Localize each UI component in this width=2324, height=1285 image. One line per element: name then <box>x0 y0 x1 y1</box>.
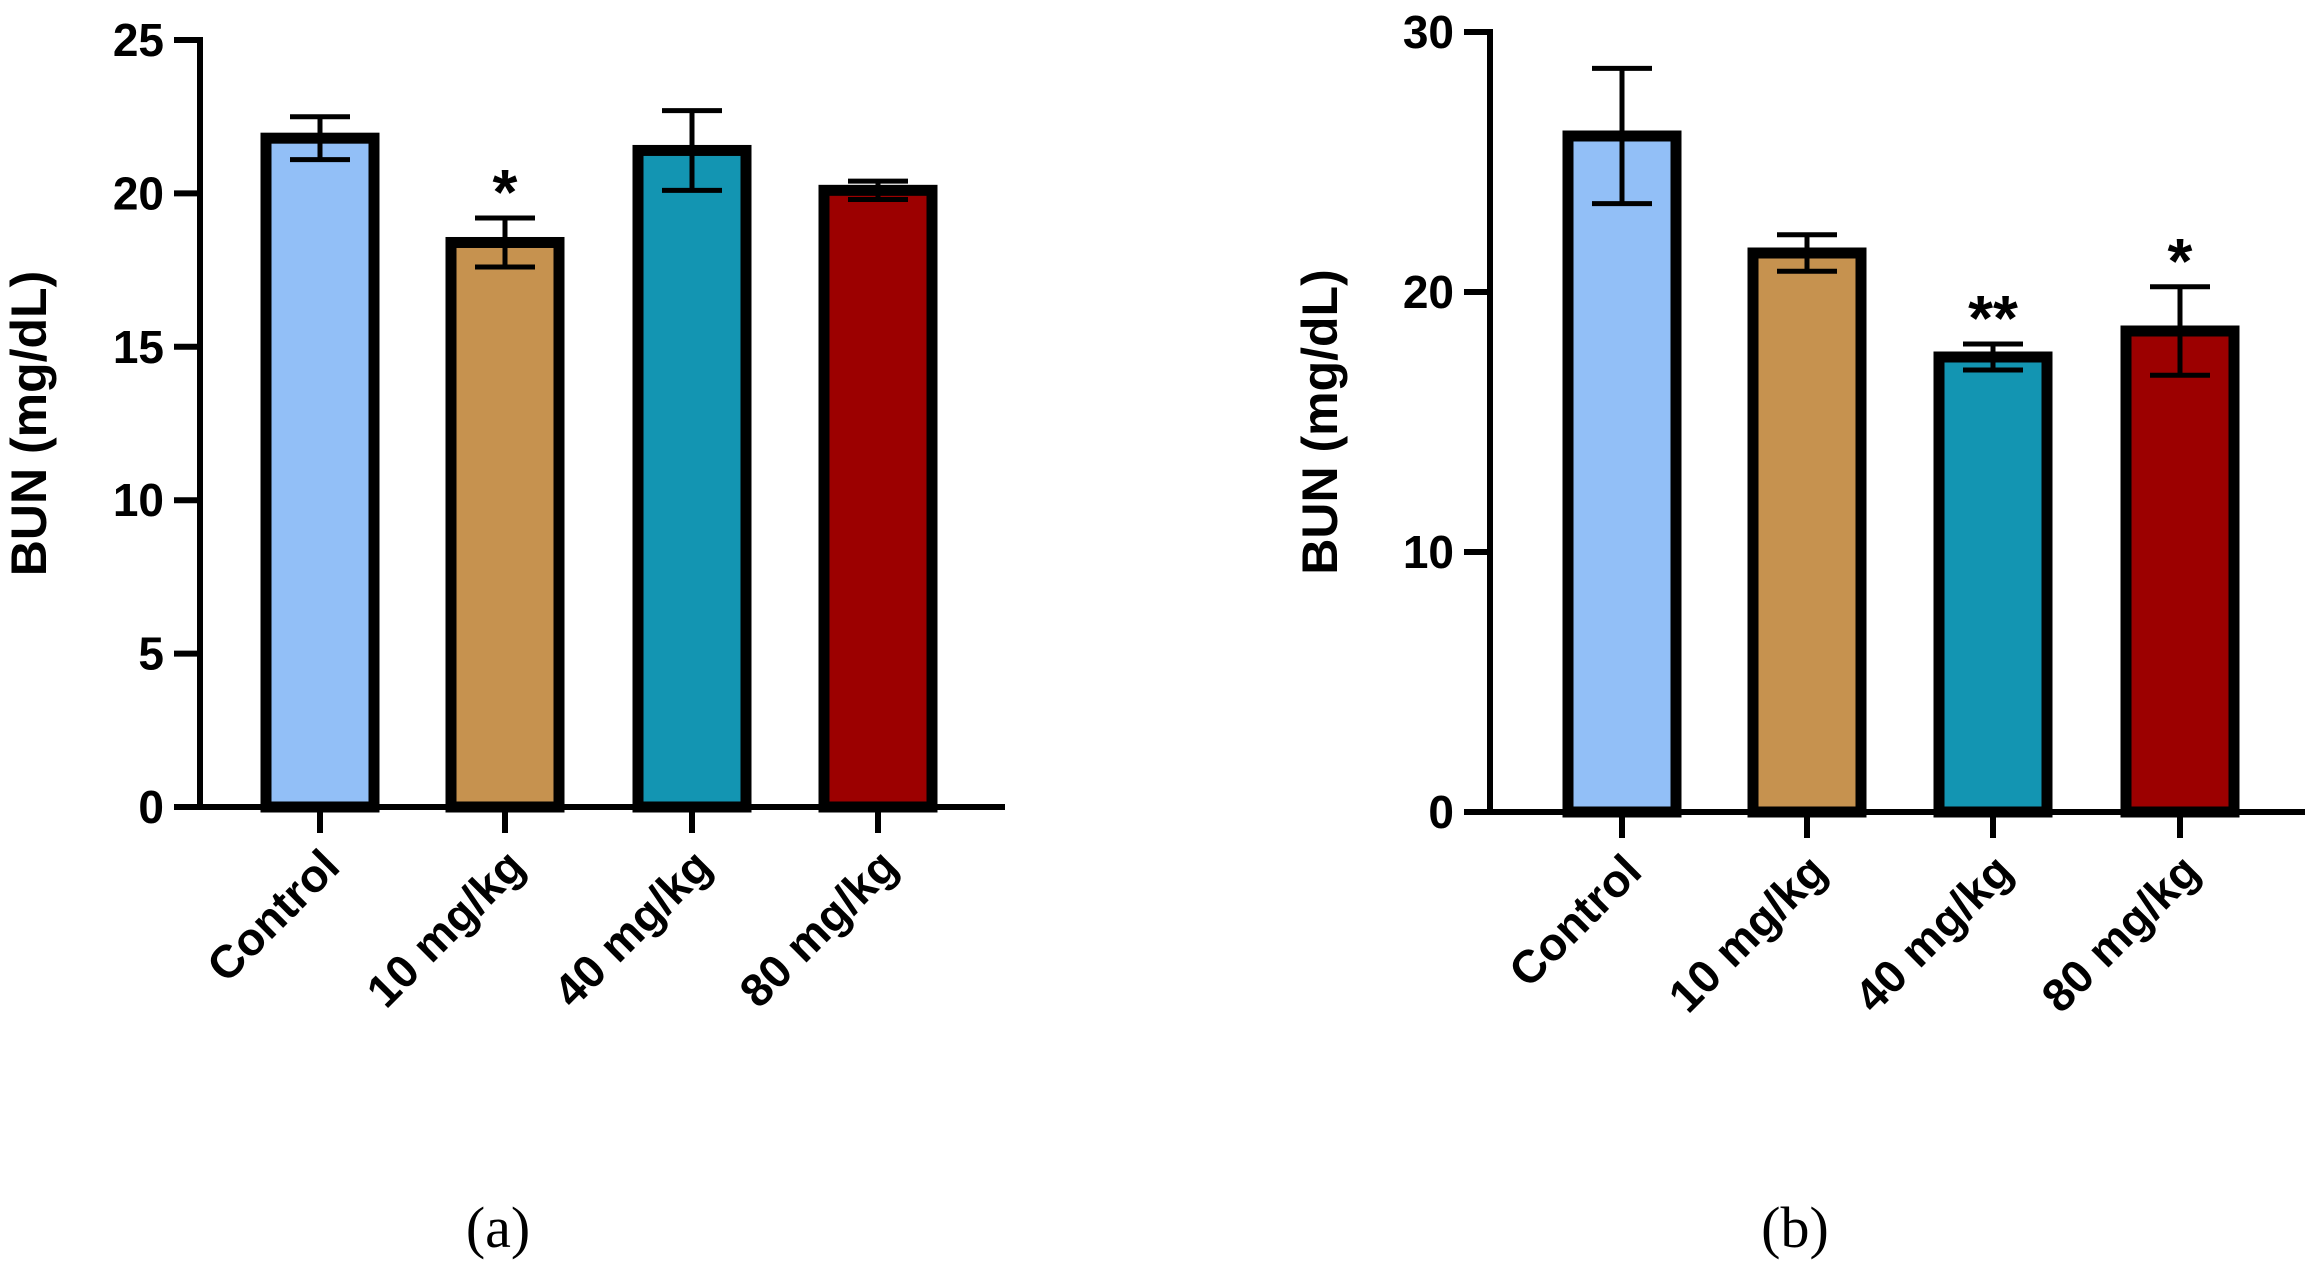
y-tick-label-2: 20 <box>1403 266 1454 318</box>
x-category-label-1: 10 mg/kg <box>1658 844 1836 1022</box>
bar-2 <box>1933 351 2053 818</box>
x-category-label-0: Control <box>1499 844 1651 996</box>
panel-label: (b) <box>1761 1195 1829 1260</box>
y-tick-label-4: 20 <box>113 167 164 219</box>
bar-0 <box>260 132 380 813</box>
x-category-label-3: 80 mg/kg <box>2031 844 2209 1022</box>
chart-a: * 0 5 10 15 20 25 Control 10 mg/kg 40 mg/kg 80 mg/… <box>1 14 1005 1260</box>
panel-label: (a) <box>466 1195 530 1260</box>
y-tick-label-0: 0 <box>138 781 164 833</box>
x-category-label-2: 40 mg/kg <box>1844 844 2022 1022</box>
y-axis-title: BUN (mg/dL) <box>1292 269 1348 575</box>
y-tick-label-1: 5 <box>138 628 164 680</box>
significance-mark-3: * <box>2168 225 2193 297</box>
x-category-label-0: Control <box>197 839 349 991</box>
y-tick-label-5: 25 <box>113 14 164 66</box>
y-tick-label-2: 10 <box>113 474 164 526</box>
x-category-label-3: 80 mg/kg <box>729 839 907 1017</box>
bar-1 <box>445 236 565 813</box>
significance-mark-2: ** <box>1968 282 2018 354</box>
y-tick-label-1: 10 <box>1403 526 1454 578</box>
y-axis-title: BUN (mg/dL) <box>1 271 57 577</box>
bar-0 <box>1562 130 1682 818</box>
bar-1 <box>1747 247 1867 818</box>
x-category-label-2: 40 mg/kg <box>543 839 721 1017</box>
y-tick-label-3: 30 <box>1403 6 1454 58</box>
significance-mark-1: * <box>493 156 518 228</box>
y-tick-label-3: 15 <box>113 321 164 373</box>
x-category-label-1: 10 mg/kg <box>356 839 534 1017</box>
bar-2 <box>632 144 752 813</box>
bar-3 <box>818 184 938 813</box>
bar-3 <box>2120 325 2240 818</box>
y-tick-label-0: 0 <box>1428 786 1454 838</box>
